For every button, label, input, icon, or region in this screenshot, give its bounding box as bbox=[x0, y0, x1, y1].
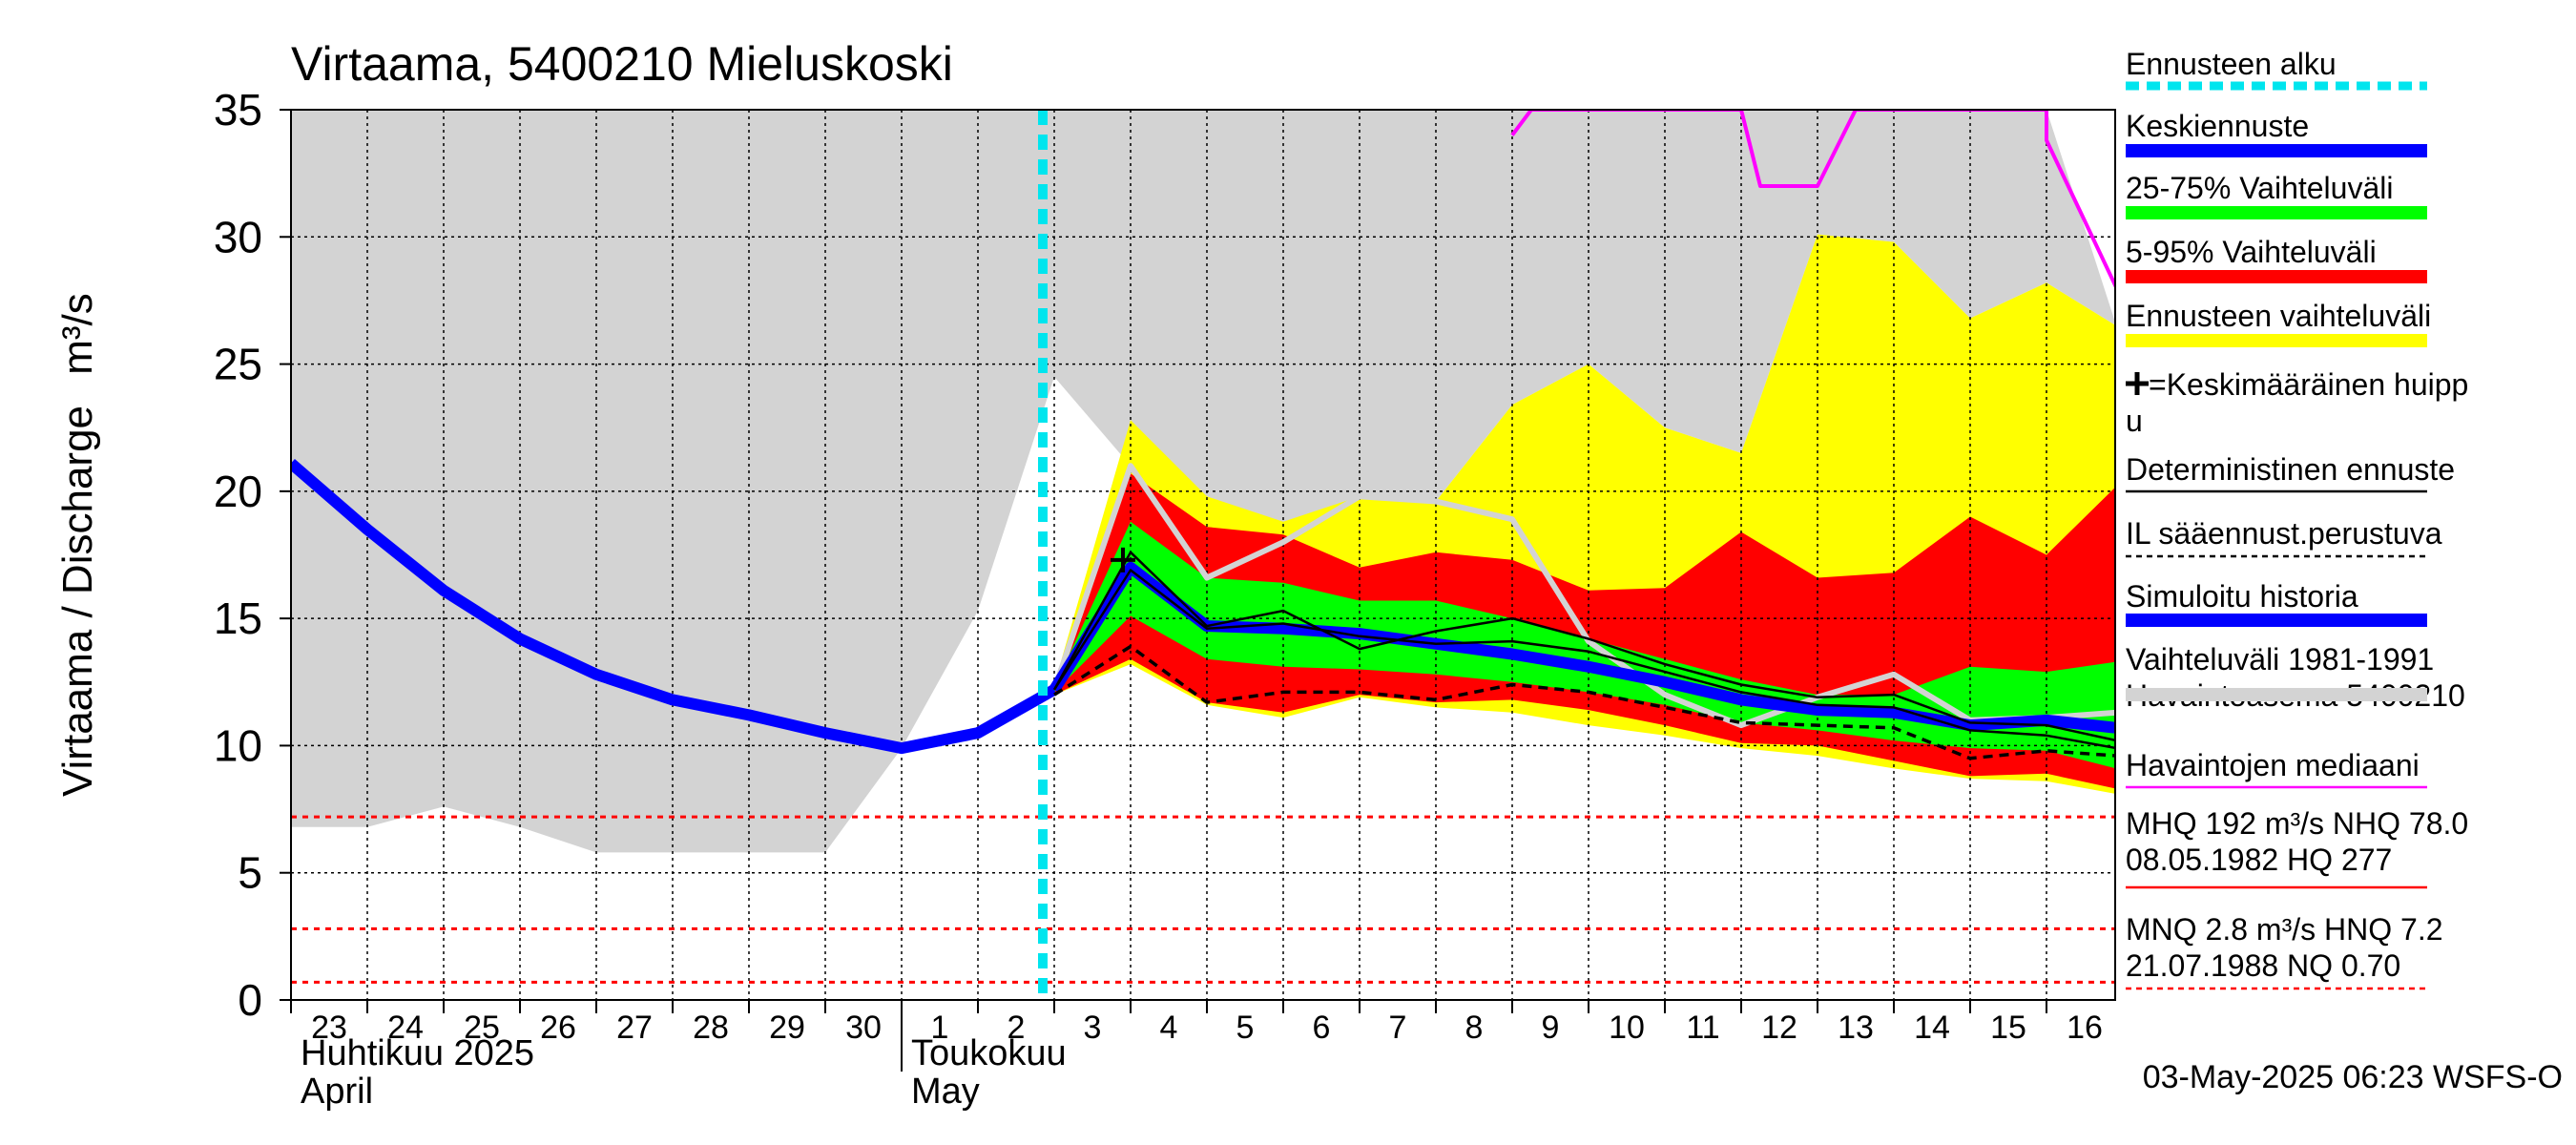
x-tick-label-9: 2 bbox=[1008, 1010, 1026, 1046]
x-tick-label-21: 14 bbox=[1914, 1010, 1950, 1046]
legend-label-12: MNQ 2.8 m³/s HNQ 7.2 bbox=[2126, 912, 2443, 947]
legend-label2-5: u bbox=[2126, 404, 2143, 438]
x-tick-label-15: 8 bbox=[1465, 1010, 1484, 1046]
y-tick-label-4: 20 bbox=[214, 467, 262, 516]
x-tick-label-13: 6 bbox=[1313, 1010, 1331, 1046]
legend-item-8: Simuloitu historia bbox=[2126, 579, 2427, 627]
series-lines bbox=[291, 110, 2115, 1000]
legend-label-8: Simuloitu historia bbox=[2126, 579, 2358, 614]
legend-plus-icon bbox=[2126, 372, 2149, 395]
legend-label-2: 25-75% Vaihteluväli bbox=[2126, 171, 2393, 205]
x-tick-label-7: 30 bbox=[845, 1010, 882, 1046]
legend-item-1: Keskiennuste bbox=[2126, 109, 2427, 157]
y-axis-unit: m³/s bbox=[54, 293, 101, 375]
legend-label-0: Ennusteen alku bbox=[2126, 47, 2337, 81]
x-tick-label-5: 28 bbox=[693, 1010, 729, 1046]
legend-label-10: Havaintojen mediaani bbox=[2126, 748, 2420, 782]
timestamp-footer: 03-May-2025 06:23 WSFS-O bbox=[2143, 1059, 2563, 1095]
x-tick-label-4: 27 bbox=[616, 1010, 653, 1046]
legend-item-2: 25-75% Vaihteluväli bbox=[2126, 171, 2427, 219]
series-line-2 bbox=[291, 458, 1057, 755]
legend-label2-12: 21.07.1988 NQ 0.70 bbox=[2126, 948, 2400, 983]
x-tick-label-16: 9 bbox=[1542, 1010, 1560, 1046]
x-tick-label-2: 25 bbox=[464, 1010, 500, 1046]
legend-label-7: IL sääennust.perustuva bbox=[2126, 516, 2442, 551]
x-tick-label-18: 11 bbox=[1686, 1010, 1719, 1046]
x-tick-label-22: 15 bbox=[1990, 1010, 2026, 1046]
legend-item-0: Ennusteen alku bbox=[2126, 47, 2427, 91]
x-tick-label-23: 16 bbox=[2067, 1010, 2103, 1046]
avg-peak-marker bbox=[1111, 547, 1135, 572]
peak-marker-layer bbox=[1111, 547, 1135, 572]
legend-item-9: Vaihteluväli 1981-1991 Havaintoasema 540… bbox=[2126, 642, 2465, 713]
legend-label-6: Deterministinen ennuste bbox=[2126, 452, 2455, 487]
plot-frame bbox=[290, 109, 2116, 1001]
y-tick-label-6: 30 bbox=[214, 212, 262, 261]
series-line-5 bbox=[1052, 569, 2115, 750]
series-line-1 bbox=[1051, 463, 2115, 729]
y-tick-label-5: 25 bbox=[214, 340, 262, 389]
legend-label-3: 5-95% Vaihteluväli bbox=[2126, 235, 2377, 269]
month-label-0: Huhtikuu 2025 bbox=[301, 1033, 534, 1073]
x-tick-label-1: 24 bbox=[387, 1010, 424, 1046]
x-tick-label-17: 10 bbox=[1609, 1010, 1645, 1046]
legend-label-1: Keskiennuste bbox=[2126, 109, 2309, 143]
month-label-en-0: April bbox=[301, 1072, 373, 1112]
y-tick-label-2: 10 bbox=[214, 720, 262, 770]
x-tick-label-14: 7 bbox=[1389, 1010, 1407, 1046]
y-axis-label: Virtaama / Discharge bbox=[54, 406, 101, 797]
x-tick-label-6: 29 bbox=[769, 1010, 805, 1046]
band-0 bbox=[291, 110, 2115, 853]
x-tick-label-3: 26 bbox=[540, 1010, 576, 1046]
legend-item-12: MNQ 2.8 m³/s HNQ 7.221.07.1988 NQ 0.70 bbox=[2126, 912, 2443, 990]
y-tick-label-3: 15 bbox=[214, 593, 262, 643]
legend-item-3: 5-95% Vaihteluväli bbox=[2126, 235, 2427, 283]
x-tick-label-10: 3 bbox=[1084, 1010, 1102, 1046]
legend-item-6: Deterministinen ennuste bbox=[2126, 452, 2455, 493]
legend-item-4: Ennusteen vaihteluväli bbox=[2126, 299, 2431, 347]
legend-label2-11: 08.05.1982 HQ 277 bbox=[2126, 843, 2392, 877]
legend-item-11: MHQ 192 m³/s NHQ 78.008.05.1982 HQ 277 bbox=[2126, 806, 2468, 889]
legend-item-10: Havaintojen mediaani bbox=[2126, 748, 2427, 789]
x-tick-label-8: 1 bbox=[931, 1010, 949, 1046]
chart-title: Virtaama, 5400210 Mieluskoski bbox=[291, 37, 953, 91]
series-line-0 bbox=[1510, 110, 2115, 289]
x-tick-label-11: 4 bbox=[1160, 1010, 1178, 1046]
legend-label-11: MHQ 192 m³/s NHQ 78.0 bbox=[2126, 806, 2468, 841]
series-line-4 bbox=[1052, 551, 2115, 742]
y-tick-label-1: 5 bbox=[238, 848, 262, 898]
legend: Ennusteen alku Keskiennuste 25-75% Vaihtel… bbox=[2126, 47, 2468, 990]
grid-layer bbox=[290, 109, 2115, 1001]
y-tick-label-7: 35 bbox=[214, 85, 262, 135]
legend-item-7: IL sääennust.perustuva bbox=[2126, 516, 2442, 558]
legend-label-4: Ennusteen vaihteluväli bbox=[2126, 299, 2431, 333]
month-label-1: Toukokuu bbox=[911, 1033, 1067, 1073]
y-tick-label-0: 0 bbox=[238, 975, 262, 1025]
x-tick-label-12: 5 bbox=[1236, 1010, 1255, 1046]
series-line-6 bbox=[1053, 644, 2115, 760]
x-tick-label-20: 13 bbox=[1838, 1010, 1874, 1046]
x-tick-label-19: 12 bbox=[1761, 1010, 1797, 1046]
month-label-en-1: May bbox=[911, 1072, 980, 1112]
x-tick-label-0: 23 bbox=[311, 1010, 347, 1046]
legend-label-9: Vaihteluväli 1981-1991 bbox=[2126, 642, 2434, 677]
legend-label-5: =Keskimääräinen huipp bbox=[2149, 367, 2468, 402]
